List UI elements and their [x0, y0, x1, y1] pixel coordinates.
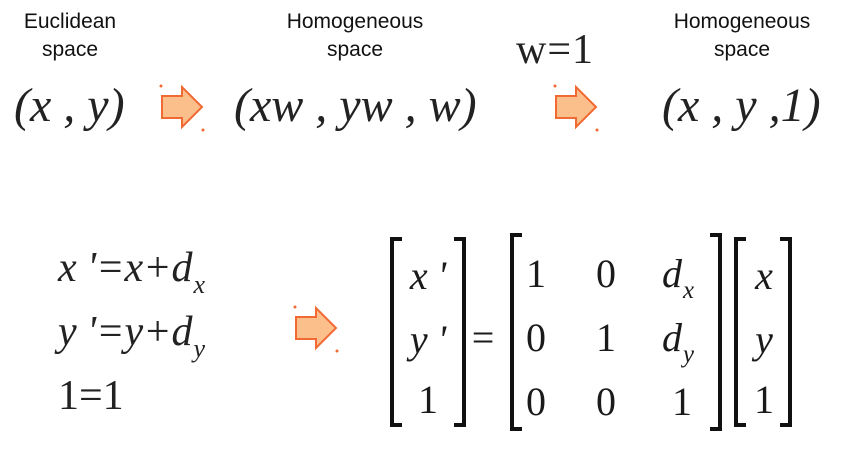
right-vector-bracket-left — [734, 237, 746, 427]
matrix-cell: dx — [648, 254, 708, 311]
matrix-cell-text: d — [661, 315, 682, 360]
equals-sign: = — [471, 315, 495, 360]
label-line: space — [41, 38, 99, 61]
lhs-vector-cell: y ' — [409, 317, 447, 362]
equation-text: y '=y+d — [58, 309, 193, 355]
right-arrow-icon — [553, 84, 599, 132]
label-line: Euclidean — [23, 10, 117, 33]
lhs-vector-cell: 1 — [418, 377, 438, 422]
matrix-cell: 0 — [526, 379, 546, 424]
euclidean-expression: (x , y) — [14, 79, 125, 132]
matrix-cell: 0 — [596, 251, 616, 296]
equation-text: x '=x+d — [58, 245, 193, 291]
rhs-vector-cell: 1 — [754, 377, 774, 422]
lhs-vector-cell: x ' — [409, 253, 447, 298]
right-vector-bracket-right — [780, 237, 792, 427]
homogeneous-expression: (xw , yw , w) — [234, 79, 477, 132]
homogeneous-space-label-1: Homogeneous space — [265, 8, 445, 64]
matrix-cell-subscript: x — [682, 277, 694, 305]
matrix-bracket-left — [510, 233, 522, 431]
equation-text: 1=1 — [58, 373, 124, 419]
equation-subscript: x — [193, 269, 206, 299]
matrix-cell: 1 — [526, 251, 546, 296]
equation-subscript: y — [193, 333, 206, 363]
matrix-cell: 0 — [596, 379, 616, 424]
label-line: Homogeneous — [286, 10, 424, 33]
rhs-vector-cell: x — [755, 253, 773, 298]
rhs-vector-cell: y — [755, 317, 773, 362]
euclidean-space-label: Euclidean space — [10, 8, 130, 64]
matrix-cell: 1 — [672, 379, 692, 424]
equation-y: y '=y+dy — [58, 308, 205, 364]
equation-x: x '=x+dx — [58, 244, 205, 300]
label-line: space — [713, 38, 771, 61]
label-line: Homogeneous — [673, 10, 811, 33]
matrix-cell: 0 — [526, 315, 546, 360]
label-line: space — [326, 38, 384, 61]
homogeneous-w1-expression: (x , y ,1) — [662, 79, 821, 132]
left-vector-bracket-left — [390, 237, 402, 427]
matrix-cell: dy — [648, 318, 708, 375]
equation-one: 1=1 — [58, 372, 124, 420]
matrix-cell: 1 — [596, 315, 616, 360]
matrix-bracket-right — [710, 233, 722, 431]
right-arrow-icon — [159, 84, 205, 132]
matrix-cell-subscript: y — [682, 341, 694, 369]
right-arrow-icon — [293, 305, 339, 353]
w-equals-one: w=1 — [516, 27, 595, 73]
matrix-cell-text: d — [661, 251, 682, 296]
left-vector-bracket-right — [454, 237, 466, 427]
homogeneous-space-label-2: Homogeneous space — [652, 8, 832, 64]
